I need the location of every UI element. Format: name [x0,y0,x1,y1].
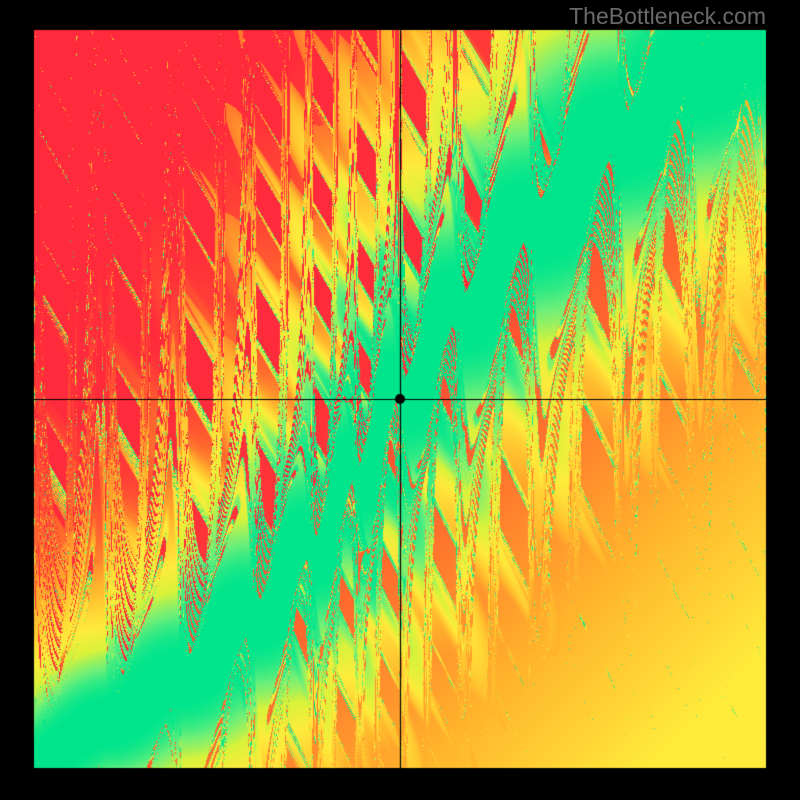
watermark-text: TheBottleneck.com [569,3,766,30]
bottleneck-heatmap [0,0,800,800]
